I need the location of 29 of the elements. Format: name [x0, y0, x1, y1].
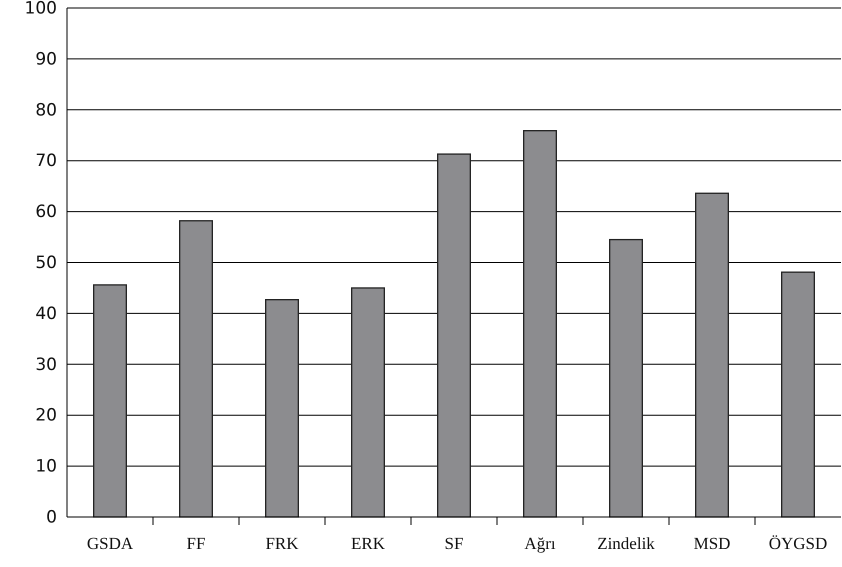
bar — [93, 284, 127, 518]
x-tick-label: ÖYGSD — [768, 534, 828, 554]
y-tick-label: 80 — [35, 100, 57, 120]
bar — [523, 130, 557, 518]
y-tick-label: 70 — [35, 151, 57, 172]
bar — [781, 272, 815, 518]
x-tick-label: FF — [186, 534, 206, 554]
bar — [609, 238, 643, 518]
y-tick-label: 100 — [24, 0, 57, 18]
bar — [179, 220, 213, 518]
y-tick-label: 30 — [35, 354, 57, 375]
x-tick-label: MSD — [694, 534, 730, 554]
y-tick-label: 0 — [46, 507, 57, 528]
bar — [437, 153, 471, 518]
y-tick-label: 50 — [35, 252, 57, 273]
bar — [695, 192, 729, 518]
y-tick-label: 60 — [35, 202, 57, 222]
x-tick-label: Zindelik — [597, 534, 656, 554]
x-tick-label: GSDA — [86, 534, 134, 554]
y-tick-label: 20 — [35, 406, 57, 426]
x-tick-label: FRK — [265, 534, 300, 554]
y-tick-label: 90 — [35, 49, 57, 70]
x-tick-label: ERK — [351, 534, 386, 554]
y-tick-label: 10 — [35, 456, 57, 477]
bar — [265, 299, 299, 518]
bar — [351, 287, 385, 518]
x-tick-label: Ağrı — [524, 534, 556, 554]
y-tick-label: 40 — [35, 304, 57, 324]
x-tick-label: SF — [444, 534, 464, 554]
